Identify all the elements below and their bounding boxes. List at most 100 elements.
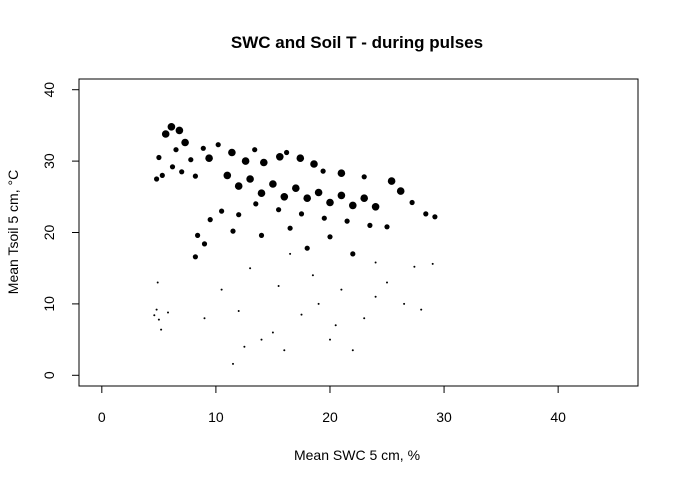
data-point bbox=[317, 302, 320, 305]
data-point bbox=[156, 281, 159, 284]
data-point bbox=[167, 123, 176, 131]
data-point bbox=[314, 188, 323, 197]
data-point bbox=[181, 138, 189, 147]
data-point bbox=[351, 349, 354, 352]
data-point bbox=[387, 177, 396, 185]
x-tick-label: 20 bbox=[322, 409, 338, 425]
data-point bbox=[169, 164, 176, 170]
data-point bbox=[246, 175, 254, 183]
data-point bbox=[337, 169, 346, 177]
data-point bbox=[271, 331, 274, 334]
data-point bbox=[258, 232, 265, 238]
data-point bbox=[200, 145, 206, 151]
data-point bbox=[205, 154, 213, 162]
data-point bbox=[289, 252, 292, 255]
data-point bbox=[260, 158, 268, 167]
data-point bbox=[276, 153, 284, 161]
data-point bbox=[276, 207, 282, 213]
data-point bbox=[320, 168, 326, 174]
y-tick-label: 0 bbox=[41, 371, 57, 379]
data-point bbox=[179, 169, 185, 175]
plot-frame bbox=[78, 78, 639, 387]
data-point bbox=[153, 314, 156, 317]
y-axis-label: Mean Tsoil 5 cm, °C bbox=[5, 170, 21, 294]
data-point bbox=[420, 308, 423, 311]
data-point bbox=[327, 234, 333, 240]
chart-title: SWC and Soil T - during pulses bbox=[231, 33, 483, 52]
data-point bbox=[340, 288, 343, 291]
data-point bbox=[350, 251, 356, 257]
data-point bbox=[154, 176, 160, 182]
data-point bbox=[159, 172, 165, 178]
x-tick-label: 10 bbox=[208, 409, 224, 425]
data-point bbox=[228, 148, 236, 157]
data-point bbox=[311, 274, 314, 277]
data-point bbox=[167, 311, 169, 314]
data-point bbox=[361, 174, 367, 180]
data-point bbox=[386, 281, 388, 284]
data-point bbox=[230, 228, 236, 234]
data-point bbox=[432, 214, 438, 220]
data-point bbox=[303, 194, 312, 202]
data-point bbox=[156, 154, 162, 161]
data-point bbox=[157, 318, 160, 321]
data-point bbox=[160, 328, 163, 331]
data-point bbox=[403, 302, 406, 305]
x-axis-label: Mean SWC 5 cm, % bbox=[294, 447, 420, 463]
data-point bbox=[344, 218, 350, 224]
data-point bbox=[175, 126, 184, 135]
data-point bbox=[201, 241, 208, 247]
data-point bbox=[296, 154, 305, 162]
data-point bbox=[374, 295, 377, 298]
data-point bbox=[161, 130, 170, 138]
x-tick-label: 40 bbox=[550, 409, 566, 425]
data-point bbox=[292, 184, 300, 192]
data-point bbox=[173, 147, 179, 153]
y-tick-label: 10 bbox=[41, 296, 57, 312]
data-point bbox=[203, 317, 206, 320]
data-point bbox=[215, 142, 221, 148]
data-point bbox=[220, 288, 223, 291]
data-point bbox=[277, 285, 280, 287]
data-point bbox=[155, 308, 158, 311]
data-point bbox=[237, 310, 240, 312]
x-axis: 0 10 20 30 40 bbox=[98, 385, 566, 425]
data-point bbox=[371, 203, 380, 211]
data-point bbox=[431, 262, 434, 265]
data-point bbox=[396, 187, 405, 195]
data-point bbox=[236, 212, 242, 218]
data-point bbox=[300, 313, 303, 316]
data-point bbox=[257, 189, 266, 197]
data-point bbox=[234, 182, 243, 190]
data-point bbox=[283, 349, 286, 352]
data-point bbox=[413, 265, 416, 268]
data-point bbox=[287, 225, 293, 231]
data-point bbox=[298, 211, 305, 217]
data-point bbox=[363, 317, 366, 320]
data-point bbox=[334, 324, 337, 327]
data-point bbox=[349, 201, 357, 210]
data-point bbox=[326, 198, 334, 207]
y-axis: 0 10 20 30 40 bbox=[41, 82, 80, 379]
data-point bbox=[304, 245, 310, 251]
data-point bbox=[188, 157, 194, 163]
data-point bbox=[249, 267, 252, 270]
data-point bbox=[243, 345, 246, 348]
data-point bbox=[423, 211, 429, 217]
data-point bbox=[329, 338, 331, 341]
data-point bbox=[367, 222, 373, 228]
data-point bbox=[195, 232, 201, 238]
data-point bbox=[280, 193, 289, 201]
data-point bbox=[232, 362, 234, 365]
data-point bbox=[384, 224, 390, 230]
y-tick-label: 40 bbox=[41, 82, 57, 98]
data-point bbox=[241, 157, 250, 165]
data-point bbox=[192, 254, 198, 260]
data-points bbox=[153, 123, 438, 365]
data-point bbox=[219, 208, 225, 214]
data-point bbox=[207, 217, 213, 223]
data-point bbox=[374, 261, 377, 264]
data-point bbox=[360, 194, 369, 202]
data-point bbox=[284, 149, 290, 156]
data-point bbox=[310, 160, 318, 168]
